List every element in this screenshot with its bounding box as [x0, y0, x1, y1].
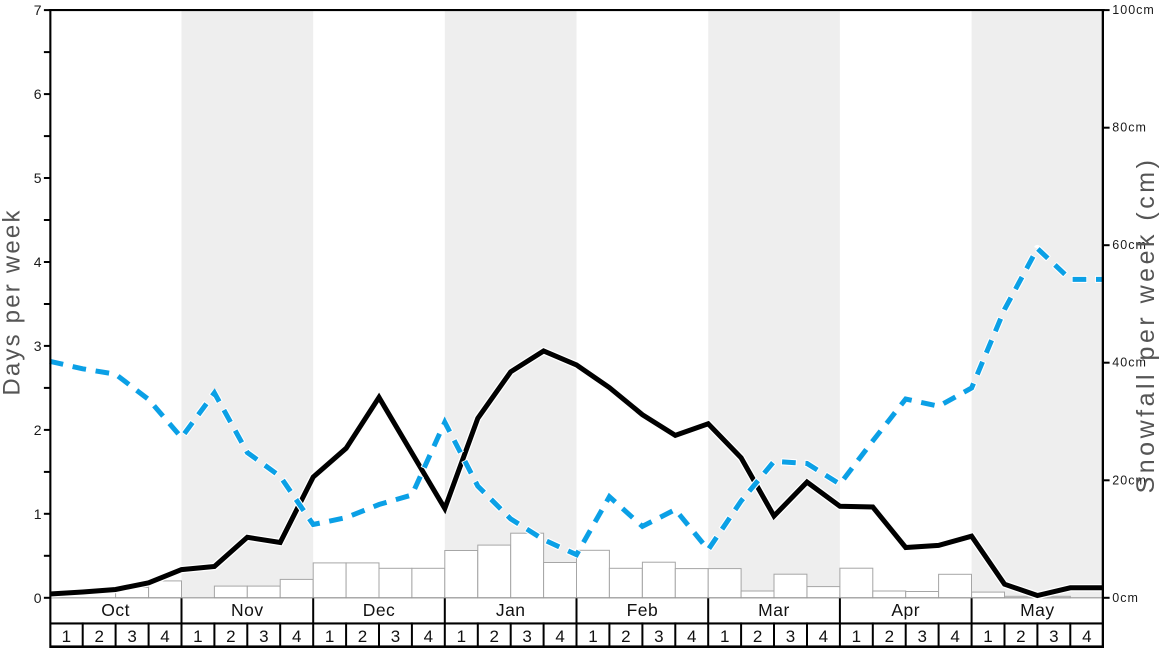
svg-text:3: 3 — [522, 627, 531, 646]
svg-text:0cm: 0cm — [1112, 591, 1139, 605]
svg-text:Mar: Mar — [758, 600, 790, 620]
svg-text:1: 1 — [588, 627, 597, 646]
svg-text:2: 2 — [358, 627, 367, 646]
svg-text:4: 4 — [687, 627, 696, 646]
svg-text:3: 3 — [786, 627, 795, 646]
svg-text:4: 4 — [1082, 627, 1091, 646]
svg-text:4: 4 — [424, 627, 433, 646]
svg-text:Oct: Oct — [101, 600, 130, 620]
svg-text:Nov: Nov — [231, 600, 264, 620]
svg-text:Feb: Feb — [627, 600, 659, 620]
svg-text:Jan: Jan — [496, 600, 526, 620]
svg-text:2: 2 — [489, 627, 498, 646]
svg-text:3: 3 — [1049, 627, 1058, 646]
svg-text:2: 2 — [621, 627, 630, 646]
svg-text:2: 2 — [94, 627, 103, 646]
svg-text:2: 2 — [1016, 627, 1025, 646]
svg-text:6: 6 — [34, 86, 42, 102]
svg-text:2: 2 — [885, 627, 894, 646]
svg-text:4: 4 — [160, 627, 169, 646]
svg-text:4: 4 — [292, 627, 301, 646]
svg-text:4: 4 — [950, 627, 959, 646]
svg-text:4: 4 — [819, 627, 828, 646]
svg-text:3: 3 — [259, 627, 268, 646]
svg-text:1: 1 — [720, 627, 729, 646]
svg-text:7: 7 — [34, 2, 42, 18]
svg-text:1: 1 — [34, 506, 42, 522]
svg-text:20cm: 20cm — [1112, 473, 1147, 487]
svg-text:3: 3 — [917, 627, 926, 646]
svg-text:1: 1 — [457, 627, 466, 646]
svg-text:1: 1 — [325, 627, 334, 646]
svg-text:1: 1 — [852, 627, 861, 646]
svg-text:1: 1 — [62, 627, 71, 646]
svg-text:2: 2 — [226, 627, 235, 646]
svg-text:40cm: 40cm — [1112, 356, 1147, 370]
svg-text:3: 3 — [34, 338, 42, 354]
svg-text:4: 4 — [555, 627, 564, 646]
svg-text:4: 4 — [34, 254, 42, 270]
svg-text:2: 2 — [34, 422, 42, 438]
svg-text:5: 5 — [34, 170, 42, 186]
svg-text:3: 3 — [654, 627, 663, 646]
svg-text:80cm: 80cm — [1112, 121, 1147, 135]
svg-text:1: 1 — [983, 627, 992, 646]
svg-text:2: 2 — [753, 627, 762, 646]
svg-text:3: 3 — [127, 627, 136, 646]
svg-text:May: May — [1020, 600, 1055, 620]
svg-text:100cm: 100cm — [1112, 3, 1155, 17]
svg-text:1: 1 — [193, 627, 202, 646]
svg-text:0: 0 — [34, 590, 42, 606]
svg-text:60cm: 60cm — [1112, 238, 1147, 252]
svg-text:Apr: Apr — [891, 600, 920, 620]
svg-text:Snowfall per week (cm): Snowfall per week (cm) — [1132, 157, 1160, 494]
svg-text:Days per week: Days per week — [0, 208, 26, 395]
svg-text:Dec: Dec — [363, 600, 396, 620]
svg-text:3: 3 — [391, 627, 400, 646]
